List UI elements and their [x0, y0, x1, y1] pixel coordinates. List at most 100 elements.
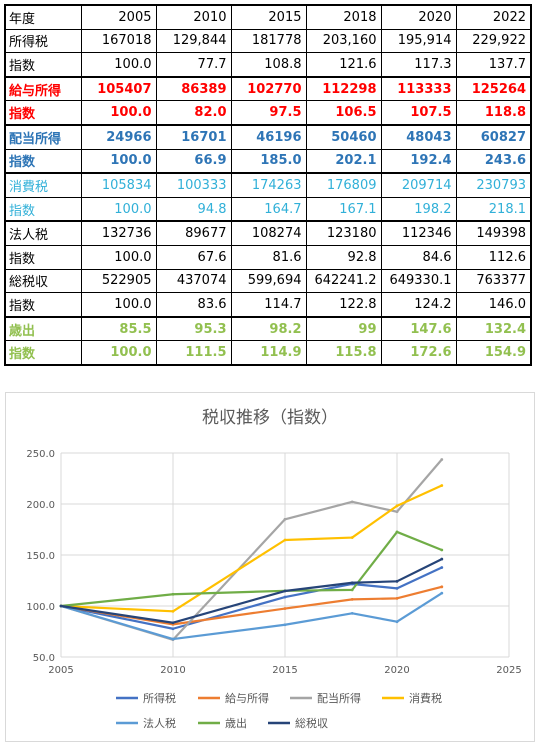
- value-cell[interactable]: 763377: [455, 268, 532, 294]
- value-cell[interactable]: 112.6: [455, 244, 532, 270]
- row-label-cell[interactable]: 給与所得: [4, 75, 82, 102]
- value-cell[interactable]: 117.3: [380, 52, 457, 78]
- series-line[interactable]: [60, 530, 443, 608]
- legend-label[interactable]: 総税収: [295, 716, 328, 730]
- data-point[interactable]: [283, 517, 287, 521]
- row-label-cell[interactable]: 配当所得: [4, 123, 82, 150]
- value-cell[interactable]: 192.4: [380, 148, 457, 174]
- value-cell[interactable]: 94.8: [155, 196, 232, 222]
- value-cell[interactable]: 114.9: [230, 340, 307, 366]
- value-cell[interactable]: 105834: [80, 172, 157, 198]
- value-cell[interactable]: 137.7: [455, 52, 532, 78]
- data-point[interactable]: [350, 500, 354, 504]
- value-cell[interactable]: 84.6: [380, 244, 457, 270]
- value-cell[interactable]: 60827: [455, 123, 532, 150]
- data-point[interactable]: [395, 530, 399, 534]
- data-point[interactable]: [171, 592, 175, 596]
- data-point[interactable]: [350, 581, 354, 585]
- value-cell[interactable]: 167.1: [305, 196, 382, 222]
- value-cell[interactable]: 100333: [155, 172, 232, 198]
- data-point[interactable]: [350, 588, 354, 592]
- data-point[interactable]: [395, 504, 399, 508]
- value-cell[interactable]: 185.0: [230, 148, 307, 174]
- data-point[interactable]: [440, 585, 444, 589]
- value-cell[interactable]: 198.2: [380, 196, 457, 222]
- value-cell[interactable]: 202.1: [305, 148, 382, 174]
- data-point[interactable]: [171, 637, 175, 641]
- value-cell[interactable]: 115.8: [305, 340, 382, 366]
- value-cell[interactable]: 82.0: [155, 100, 232, 126]
- value-cell[interactable]: 111.5: [155, 340, 232, 366]
- data-point[interactable]: [171, 621, 175, 625]
- value-cell[interactable]: 100.0: [80, 292, 157, 318]
- data-point[interactable]: [395, 510, 399, 514]
- row-label-cell[interactable]: 指数: [4, 196, 82, 222]
- value-cell[interactable]: 107.5: [380, 100, 457, 126]
- data-point[interactable]: [440, 591, 444, 595]
- row-label-cell[interactable]: 消費税: [4, 172, 82, 198]
- row-label-cell[interactable]: 指数: [4, 244, 82, 270]
- data-point[interactable]: [350, 597, 354, 601]
- value-cell[interactable]: 642241.2: [305, 268, 382, 294]
- value-cell[interactable]: 48043: [380, 123, 457, 150]
- data-point[interactable]: [283, 589, 287, 593]
- value-cell[interactable]: 154.9: [455, 340, 532, 366]
- series-line[interactable]: [60, 484, 443, 613]
- value-cell[interactable]: 46196: [230, 123, 307, 150]
- value-cell[interactable]: 437074: [155, 268, 232, 294]
- value-cell[interactable]: 174263: [230, 172, 307, 198]
- value-cell[interactable]: 176809: [305, 172, 382, 198]
- value-cell[interactable]: 100.0: [80, 340, 157, 366]
- row-label-cell[interactable]: 指数: [4, 52, 82, 78]
- value-cell[interactable]: 230793: [455, 172, 532, 198]
- value-cell[interactable]: 123180: [305, 220, 382, 246]
- series-line[interactable]: [60, 558, 443, 624]
- value-cell[interactable]: 229,922: [455, 28, 532, 54]
- legend-label[interactable]: 法人税: [143, 716, 176, 730]
- row-label-cell[interactable]: 法人税: [4, 220, 82, 246]
- value-cell[interactable]: 522905: [80, 268, 157, 294]
- row-label-cell[interactable]: 指数: [4, 292, 82, 318]
- value-cell[interactable]: 147.6: [380, 315, 457, 342]
- value-cell[interactable]: 66.9: [155, 148, 232, 174]
- data-point[interactable]: [395, 596, 399, 600]
- value-cell[interactable]: 121.6: [305, 52, 382, 78]
- data-point[interactable]: [440, 458, 444, 461]
- value-cell[interactable]: 100.0: [80, 148, 157, 174]
- header-cell[interactable]: 2020: [380, 4, 457, 30]
- value-cell[interactable]: 149398: [455, 220, 532, 246]
- value-cell[interactable]: 118.8: [455, 100, 532, 126]
- data-point[interactable]: [283, 607, 287, 610]
- data-point[interactable]: [171, 627, 175, 631]
- value-cell[interactable]: 92.8: [305, 244, 382, 270]
- data-point[interactable]: [395, 579, 399, 583]
- value-cell[interactable]: 146.0: [455, 292, 532, 318]
- value-cell[interactable]: 86389: [155, 75, 232, 102]
- value-cell[interactable]: 599,694: [230, 268, 307, 294]
- value-cell[interactable]: 77.7: [155, 52, 232, 78]
- value-cell[interactable]: 132736: [80, 220, 157, 246]
- data-point[interactable]: [395, 620, 399, 624]
- value-cell[interactable]: 164.7: [230, 196, 307, 222]
- legend-label[interactable]: 給与所得: [225, 691, 269, 705]
- value-cell[interactable]: 85.5: [80, 315, 157, 342]
- value-cell[interactable]: 195,914: [380, 28, 457, 54]
- data-point[interactable]: [283, 538, 287, 542]
- value-cell[interactable]: 108.8: [230, 52, 307, 78]
- value-cell[interactable]: 125264: [455, 75, 532, 102]
- value-cell[interactable]: 24966: [80, 123, 157, 150]
- value-cell[interactable]: 218.1: [455, 196, 532, 222]
- row-label-cell[interactable]: 指数: [4, 100, 82, 126]
- value-cell[interactable]: 113333: [380, 75, 457, 102]
- legend-label[interactable]: 歳出: [225, 716, 247, 730]
- value-cell[interactable]: 100.0: [80, 52, 157, 78]
- data-point[interactable]: [171, 609, 175, 613]
- value-cell[interactable]: 114.7: [230, 292, 307, 318]
- value-cell[interactable]: 95.3: [155, 315, 232, 342]
- data-point[interactable]: [283, 595, 287, 599]
- value-cell[interactable]: 129,844: [155, 28, 232, 54]
- row-label-cell[interactable]: 所得税: [4, 28, 82, 54]
- data-point[interactable]: [395, 586, 399, 590]
- value-cell[interactable]: 98.2: [230, 315, 307, 342]
- value-cell[interactable]: 209714: [380, 172, 457, 198]
